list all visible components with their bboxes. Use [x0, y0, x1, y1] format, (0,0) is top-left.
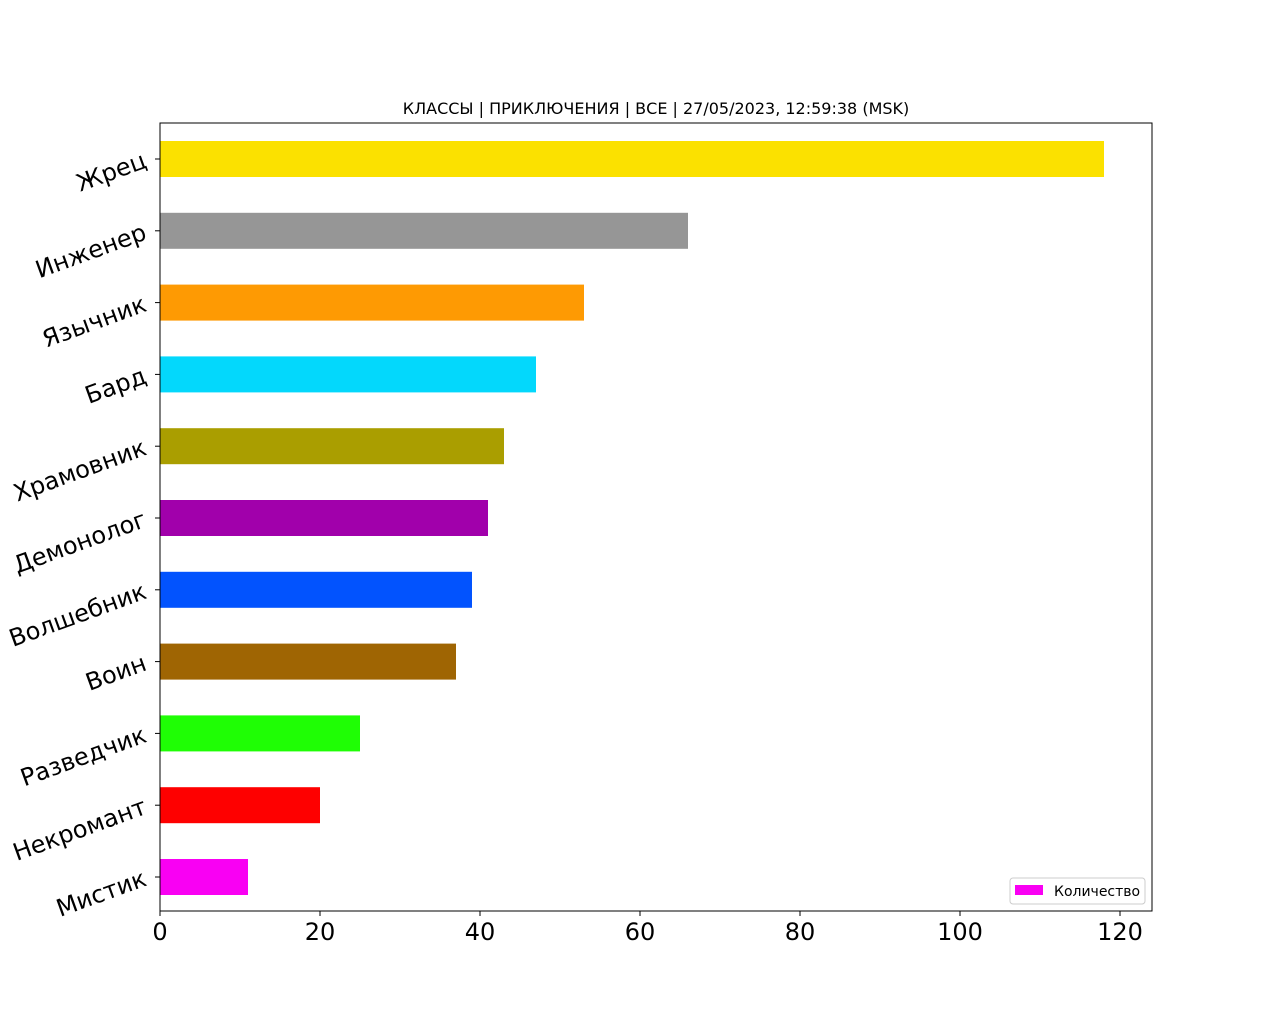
- legend-box: [1009, 877, 1146, 905]
- x-tick-label: 80: [785, 918, 816, 946]
- bar: [160, 643, 456, 680]
- bar: [160, 859, 248, 895]
- bar: [160, 141, 1104, 177]
- bar: [160, 428, 504, 465]
- x-tick-label: 120: [1097, 918, 1143, 946]
- bar: [160, 500, 488, 536]
- legend-label: Количество: [1054, 884, 1140, 900]
- y-tick-label: Инженер: [32, 218, 150, 284]
- y-tick-label: Волшебник: [5, 577, 150, 652]
- y-tick-label: Бард: [81, 362, 150, 410]
- y-tick-label: Мистик: [53, 864, 151, 922]
- y-tick-label: Храмовник: [10, 434, 150, 508]
- x-tick-label: 40: [465, 918, 496, 946]
- y-tick-label: Разведчик: [17, 721, 150, 792]
- y-tick-label: Воин: [82, 649, 150, 697]
- legend-swatch: [1015, 885, 1043, 895]
- x-tick-label: 0: [152, 918, 167, 946]
- y-tick-label: Демонолог: [10, 505, 150, 579]
- y-tick-label: Язычник: [39, 290, 150, 353]
- x-axis: 0 20 40 60 80 100 120: [152, 911, 1143, 946]
- bar: [160, 284, 584, 321]
- bar: [160, 571, 472, 608]
- x-tick-label: 100: [937, 918, 983, 946]
- x-tick-label: 60: [625, 918, 656, 946]
- chart-title: КЛАССЫ | ПРИКЛЮЧЕНИЯ | ВСЕ | 27/05/2023,…: [403, 99, 910, 118]
- bar: [160, 356, 536, 393]
- y-tick-label: Жрец: [73, 146, 150, 197]
- bars-group: [160, 141, 1104, 895]
- plot-frame: [159, 122, 1153, 912]
- legend: Количество: [1009, 877, 1146, 905]
- x-tick-label: 20: [305, 918, 336, 946]
- bar: [160, 787, 320, 824]
- y-tick-label: Некромант: [9, 793, 150, 867]
- bar: [160, 715, 360, 752]
- bar: [160, 212, 688, 249]
